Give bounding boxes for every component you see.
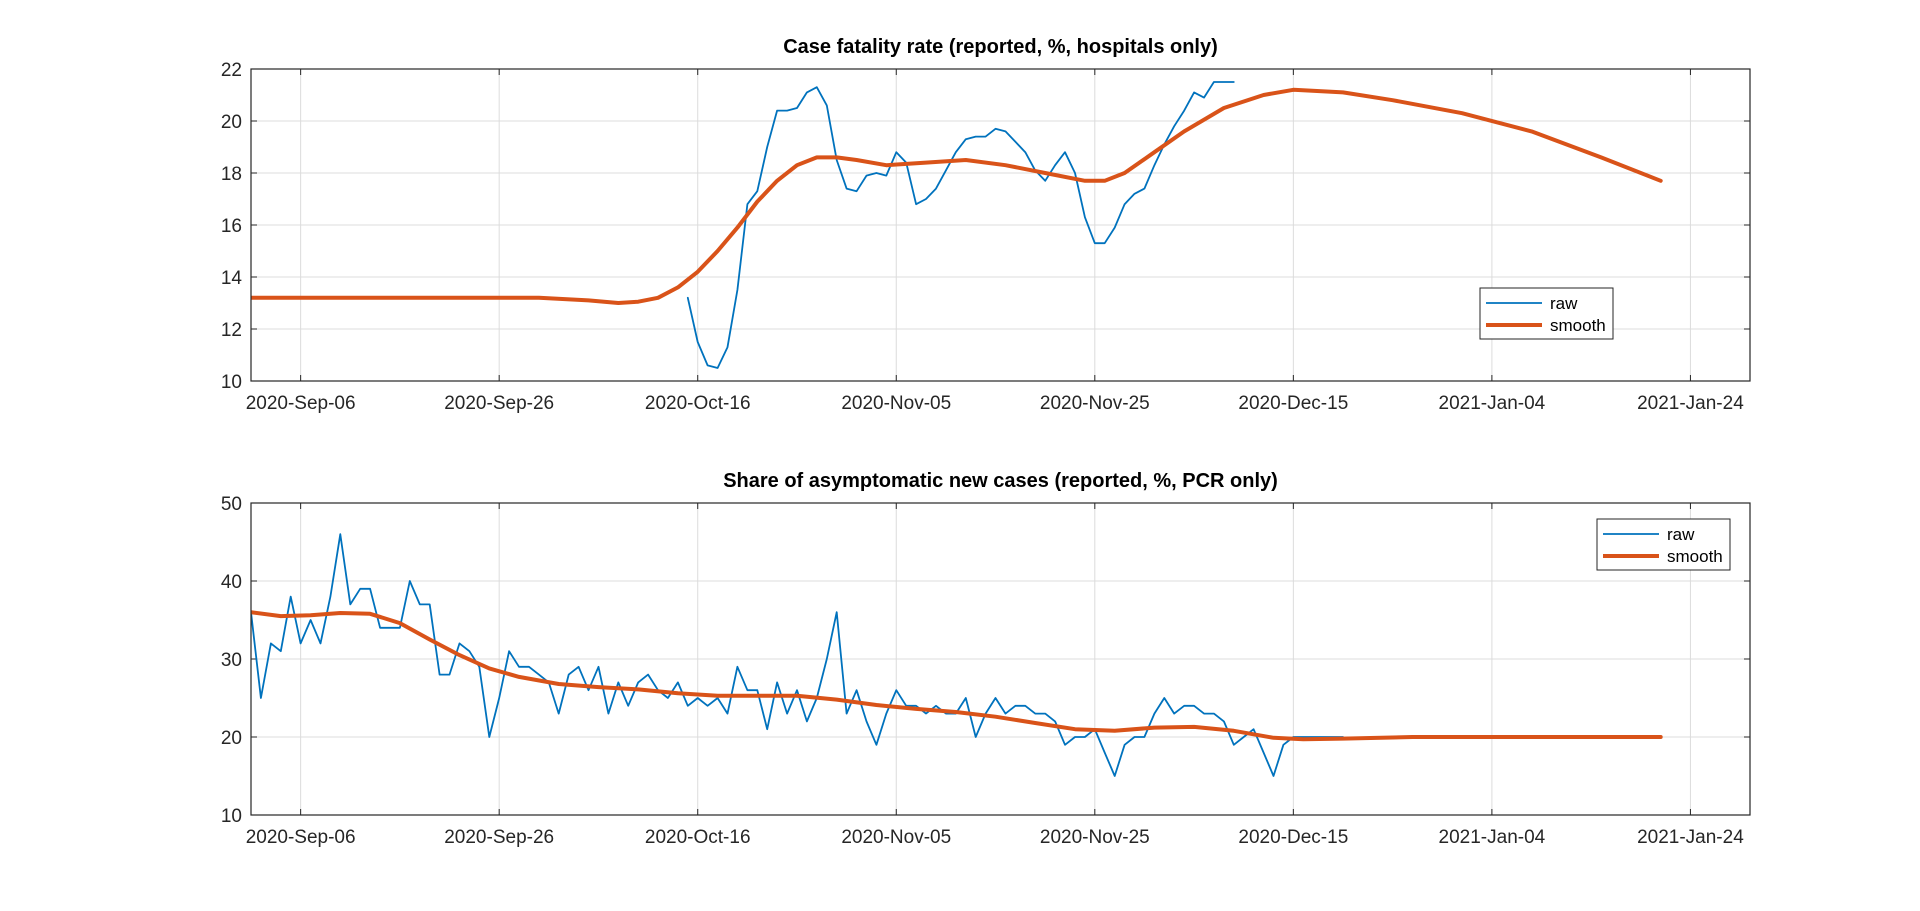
chart-title: Share of asymptomatic new cases (reporte… [723,470,1278,492]
legend-label-smooth: smooth [1667,547,1723,566]
legend-label-raw: raw [1667,525,1695,544]
x-tick-label: 2021-Jan-04 [1439,393,1546,414]
x-tick-label: 2020-Sep-26 [444,393,554,414]
series-line-smooth [251,610,1663,742]
axes-frame [250,68,1751,382]
legend-box [1596,518,1731,571]
legend: raw smooth [1479,287,1614,340]
y-tick-label: 20 [221,728,242,749]
y-tick-label: 16 [221,216,242,237]
x-tick-label: 2020-Nov-25 [1040,393,1150,414]
x-tick-label: 2021-Jan-24 [1637,827,1744,848]
y-tick-label: 10 [221,372,242,393]
y-tick-label: 10 [221,806,242,827]
x-tick-label: 2020-Oct-16 [645,393,751,414]
series-line-smooth [251,87,1663,305]
y-tick-label: 14 [221,268,243,289]
case-fatality-rate-chart: 2020-Sep-06 2020-Sep-26 2020-Oct-16 2020-No… [221,36,1751,414]
y-tick-label: 22 [221,60,242,81]
y-tick-label: 20 [221,112,242,133]
legend-label-raw: raw [1550,294,1578,313]
legend-box [1479,287,1614,340]
x-tick-label: 2020-Sep-06 [246,827,356,848]
x-tick-label: 2021-Jan-04 [1439,827,1546,848]
x-tick-label: 2020-Sep-26 [444,827,554,848]
y-tick-label: 18 [221,164,242,185]
x-tick-label: 2020-Dec-15 [1238,393,1348,414]
asymptomatic-share-chart: 2020-Sep-06 2020-Sep-26 2020-Oct-16 2020-No… [221,470,1751,848]
x-tick-label: 2020-Oct-16 [645,827,751,848]
y-tick-label: 12 [221,320,242,341]
series-line-raw [251,533,1344,777]
chart-title: Case fatality rate (reported, %, hospita… [783,36,1218,58]
legend-label-smooth: smooth [1550,316,1606,335]
y-tick-label: 30 [221,650,242,671]
y-tick-label: 50 [221,494,242,515]
x-tick-label: 2020-Dec-15 [1238,827,1348,848]
x-tick-label: 2020-Nov-05 [841,827,951,848]
axes-frame [250,502,1751,816]
x-tick-label: 2020-Nov-05 [841,393,951,414]
series-line-raw [686,81,1235,369]
x-tick-label: 2020-Sep-06 [246,393,356,414]
y-tick-label: 40 [221,572,242,593]
x-tick-label: 2020-Nov-25 [1040,827,1150,848]
x-tick-label: 2021-Jan-24 [1637,393,1744,414]
legend: raw smooth [1596,518,1731,571]
